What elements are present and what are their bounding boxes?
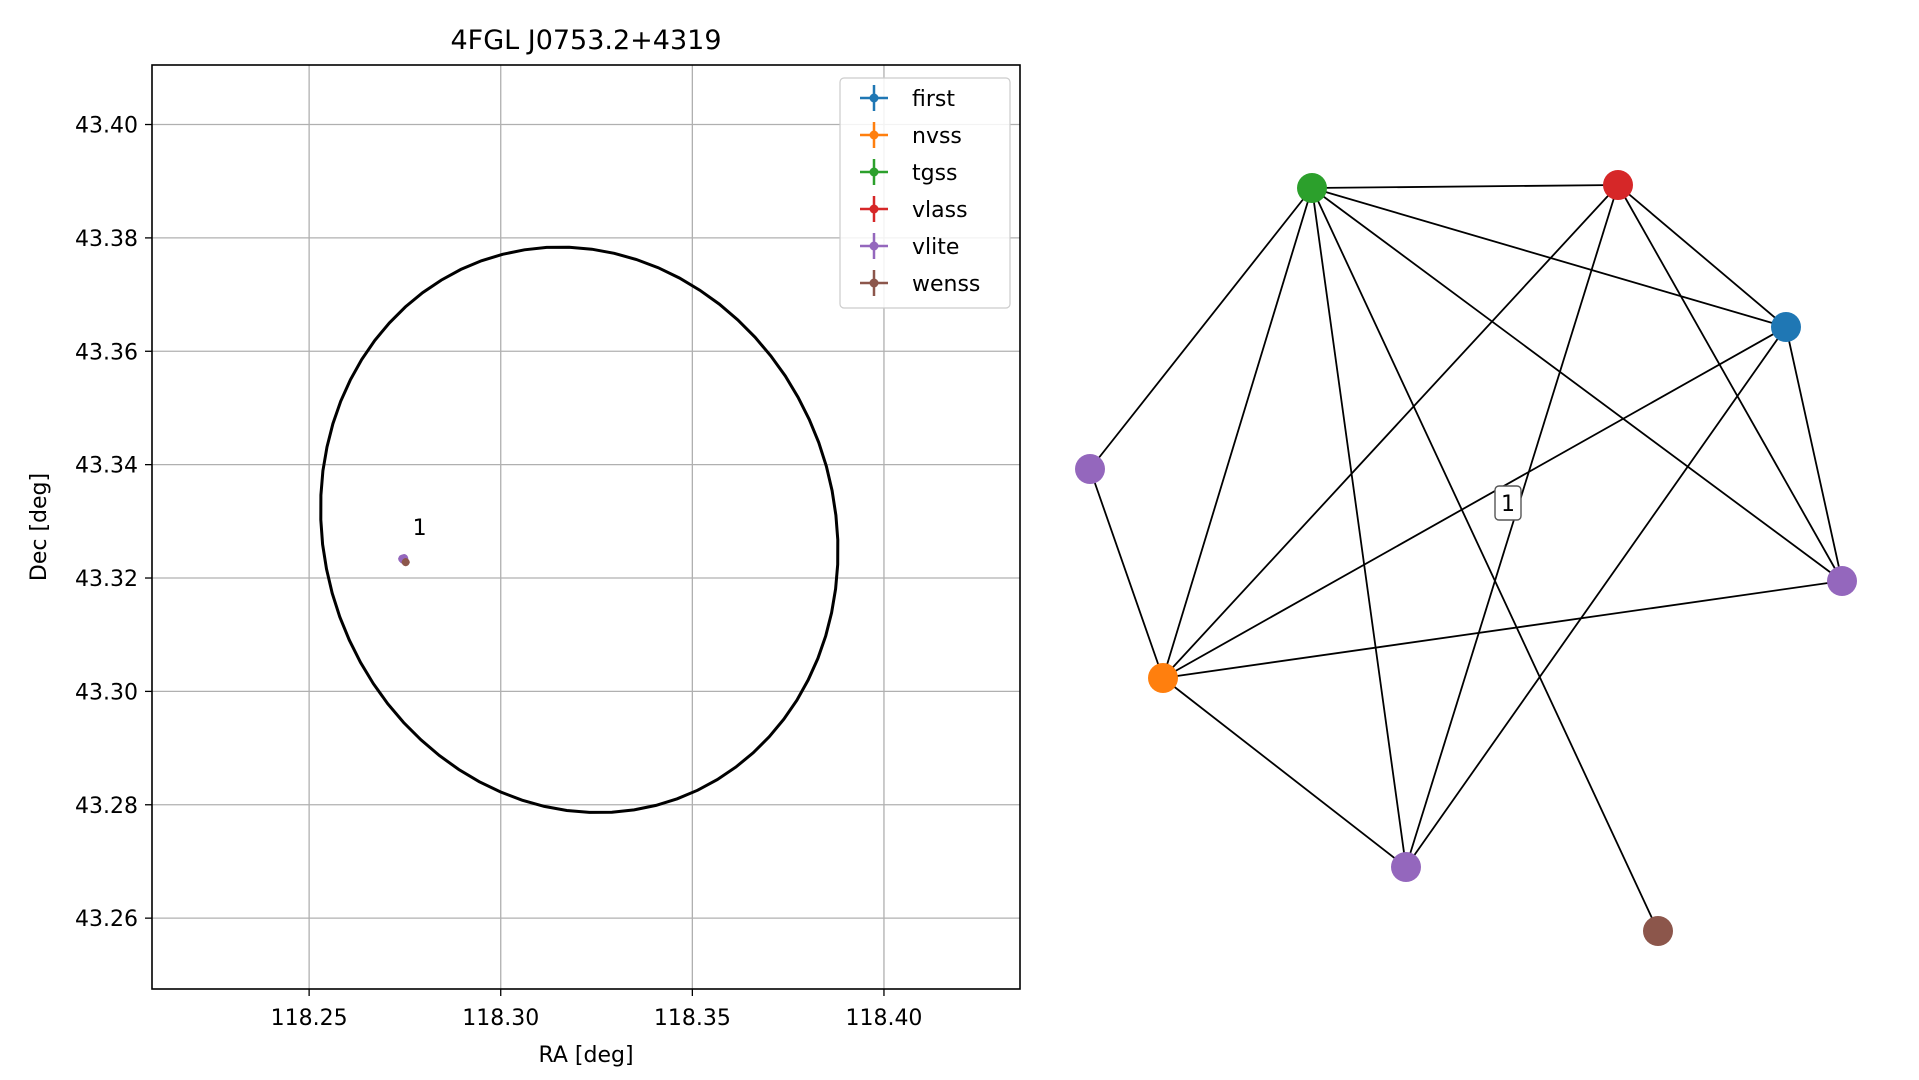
- x-axis-ticks: 118.25 118.30 118.35 118.40: [271, 989, 922, 1031]
- legend-marker-dot: [869, 93, 879, 103]
- node-tgss: [1297, 173, 1327, 203]
- edge-tgss-vlite_b: [1311, 187, 1843, 582]
- data-points: [398, 554, 410, 567]
- x-tick-label: 118.25: [271, 1006, 348, 1031]
- annotation-layer: 1: [413, 516, 427, 541]
- y-tick-label: 43.40: [75, 114, 138, 139]
- legend-entries: first nvss tgss vlass vlite wenss: [860, 85, 980, 297]
- edge-tgss-nvss: [1162, 187, 1313, 679]
- legend-label: vlite: [912, 235, 959, 260]
- legend-marker-dot: [869, 278, 879, 288]
- legend-marker-dot: [869, 204, 879, 214]
- y-tick-label: 43.34: [75, 454, 138, 479]
- legend-entry-tgss: tgss: [860, 159, 958, 186]
- network-edges: [1089, 184, 1843, 932]
- localization-ellipse-layer: [319, 245, 840, 814]
- network-nodes: [1075, 170, 1857, 946]
- edge-tgss-wenss: [1311, 187, 1659, 932]
- y-axis-ticks: 43.26 43.28 43.30 43.32 43.34 43.36 43.38 43.40: [75, 114, 152, 932]
- edge-nvss-vlite_c: [1162, 677, 1407, 868]
- legend-entry-nvss: nvss: [860, 122, 962, 149]
- node-vlass: [1603, 170, 1633, 200]
- point-annotation: 1: [413, 516, 427, 541]
- y-tick-label: 43.38: [75, 227, 138, 252]
- legend-marker-dot: [869, 241, 879, 251]
- network-graph: 1: [1075, 170, 1857, 946]
- y-tick-label: 43.28: [75, 794, 138, 819]
- y-tick-label: 43.26: [75, 907, 138, 932]
- edge-nvss-vlite_b: [1162, 580, 1843, 679]
- y-axis-label: Dec [deg]: [27, 473, 52, 581]
- edge-vlass-vlite_b: [1617, 184, 1843, 582]
- node-vlite_b: [1827, 566, 1857, 596]
- point-wenss: [401, 558, 410, 567]
- legend-label: tgss: [912, 161, 958, 186]
- edge-first-vlite_b: [1785, 326, 1843, 582]
- node-first: [1771, 312, 1801, 342]
- edge-first-nvss: [1162, 326, 1787, 679]
- edge-vlite_a-nvss: [1089, 468, 1164, 679]
- cluster-label-text: 1: [1501, 492, 1515, 517]
- cluster-label-box: [1494, 485, 1522, 521]
- edge-tgss-first: [1311, 187, 1787, 328]
- node-nvss: [1148, 663, 1178, 693]
- edge-vlass-first: [1617, 184, 1787, 328]
- localization-ellipse: [319, 245, 840, 814]
- node-vlite_c: [1391, 852, 1421, 882]
- legend-label: vlass: [912, 198, 968, 223]
- y-tick-label: 43.36: [75, 340, 138, 365]
- edge-vlass-nvss: [1162, 184, 1619, 679]
- legend-label: nvss: [912, 124, 962, 149]
- y-tick-label: 43.32: [75, 567, 138, 592]
- plot-frame: [151, 64, 1021, 990]
- y-tick-label: 43.30: [75, 680, 138, 705]
- scatter-chart: 1 118.25 118.30 118.35 118.40 43.2643.2843.…: [27, 25, 1021, 1068]
- chart-title: 4FGL J0753.2+4319: [450, 25, 721, 56]
- edge-tgss-vlass: [1311, 184, 1619, 189]
- edge-first-vlite_c: [1405, 326, 1787, 868]
- legend-label: wenss: [912, 272, 980, 297]
- edge-tgss-vlite_c: [1311, 187, 1407, 868]
- edge-vlass-vlite_c: [1405, 184, 1619, 868]
- edge-tgss-vlite_a: [1089, 187, 1313, 470]
- node-vlite_a: [1075, 454, 1105, 484]
- x-tick-label: 118.35: [654, 1006, 731, 1031]
- legend-entry-first: first: [860, 85, 955, 112]
- legend-label: first: [912, 87, 955, 112]
- cluster-label: 1: [1494, 485, 1522, 521]
- x-axis-label: RA [deg]: [538, 1043, 633, 1068]
- legend-entry-vlass: vlass: [860, 196, 968, 223]
- legend-marker-dot: [869, 167, 879, 177]
- node-wenss: [1643, 916, 1673, 946]
- x-tick-label: 118.30: [462, 1006, 539, 1031]
- x-tick-label: 118.40: [845, 1006, 922, 1031]
- legend-entry-wenss: wenss: [860, 270, 980, 297]
- legend-entry-vlite: vlite: [860, 233, 959, 260]
- legend: first nvss tgss vlass vlite wenss: [839, 77, 1011, 309]
- legend-marker-dot: [869, 130, 879, 140]
